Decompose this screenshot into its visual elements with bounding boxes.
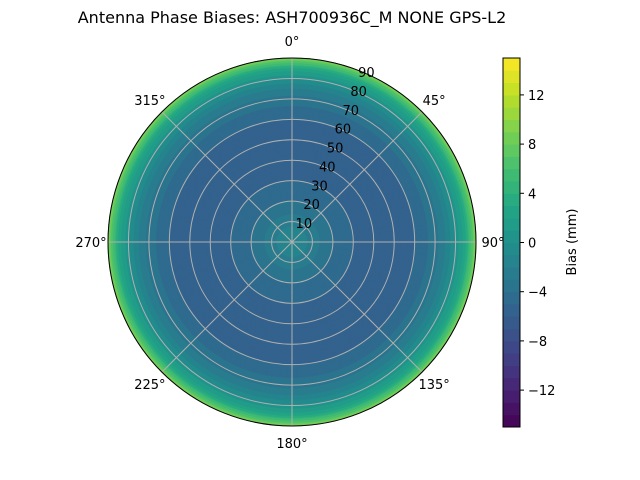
colorbar-level	[503, 390, 520, 403]
colorbar-level	[503, 156, 520, 170]
colorbar-ticks: −12 −8 −4 0 4 8 12	[520, 89, 555, 399]
colorbar-level	[503, 279, 520, 293]
colorbar-tick-label: 12	[528, 89, 545, 104]
colorbar-tick-label: 0	[528, 237, 536, 252]
colorbar-tick-label: 8	[528, 138, 536, 153]
polar-grid	[107, 57, 477, 427]
angular-gridline	[161, 241, 293, 373]
angular-tick-label: 315°	[134, 94, 165, 109]
radial-tick-labels: 10 20 30 40 50 60 70 80 90	[296, 66, 375, 232]
colorbar-level	[503, 144, 520, 157]
colorbar-tick-label: 4	[528, 187, 536, 202]
colorbar-level	[503, 291, 520, 305]
colorbar-level	[503, 267, 520, 280]
colorbar-level	[503, 205, 520, 219]
colorbar-level	[503, 328, 520, 342]
polar-frame	[107, 57, 477, 427]
radial-tick-label: 10	[296, 217, 313, 232]
colorbar-tick-label: −12	[528, 384, 555, 399]
colorbar-level	[503, 181, 520, 194]
colorbar-level	[503, 340, 520, 354]
radial-tick-label: 30	[311, 179, 328, 194]
colorbar-tick-label: −4	[528, 286, 547, 301]
colorbar-level	[503, 131, 520, 145]
colorbar-level	[503, 242, 520, 256]
radial-tick-label: 40	[319, 160, 336, 175]
angular-tick-label: 135°	[418, 378, 449, 393]
angular-gridline	[161, 111, 293, 243]
colorbar-level	[503, 94, 520, 108]
colorbar-level	[503, 230, 520, 243]
colorbar-level	[503, 365, 520, 379]
angular-tick-label: 90°	[481, 236, 504, 251]
colorbar-level	[503, 70, 520, 84]
colorbar	[503, 58, 520, 428]
angular-tick-label: 270°	[75, 236, 106, 251]
colorbar-level	[503, 414, 520, 428]
colorbar-level	[503, 193, 520, 207]
colorbar-level	[503, 402, 520, 416]
colorbar-level	[503, 353, 520, 366]
angular-tick-labels: 0° 45° 90° 135° 180° 225° 270° 315°	[75, 35, 504, 452]
colorbar-level	[503, 82, 520, 96]
colorbar-level	[503, 217, 520, 231]
chart-title: Antenna Phase Biases: ASH700936C_M NONE …	[78, 8, 507, 28]
angular-tick-label: 225°	[134, 378, 165, 393]
radial-tick-label: 20	[303, 198, 320, 213]
angular-gridline	[291, 241, 423, 373]
angular-tick-label: 0°	[285, 35, 300, 50]
colorbar-level	[503, 316, 520, 330]
colorbar-label: Bias (mm)	[565, 209, 580, 276]
colorbar-level	[503, 254, 520, 268]
colorbar-level	[503, 58, 520, 71]
angular-gridline	[291, 111, 423, 243]
angular-tick-label: 180°	[276, 437, 307, 452]
radial-tick-label: 70	[342, 104, 359, 119]
radial-tick-label: 50	[327, 142, 344, 157]
colorbar-level	[503, 168, 520, 182]
radial-tick-label: 60	[335, 123, 352, 138]
radial-tick-label: 80	[350, 85, 367, 100]
radial-tick-label: 90	[358, 66, 375, 81]
colorbar-level	[503, 107, 520, 120]
angular-tick-label: 45°	[423, 94, 446, 109]
colorbar-level	[503, 119, 520, 133]
colorbar-level	[503, 304, 520, 317]
colorbar-level	[503, 377, 520, 391]
colorbar-tick-label: −8	[528, 335, 547, 350]
